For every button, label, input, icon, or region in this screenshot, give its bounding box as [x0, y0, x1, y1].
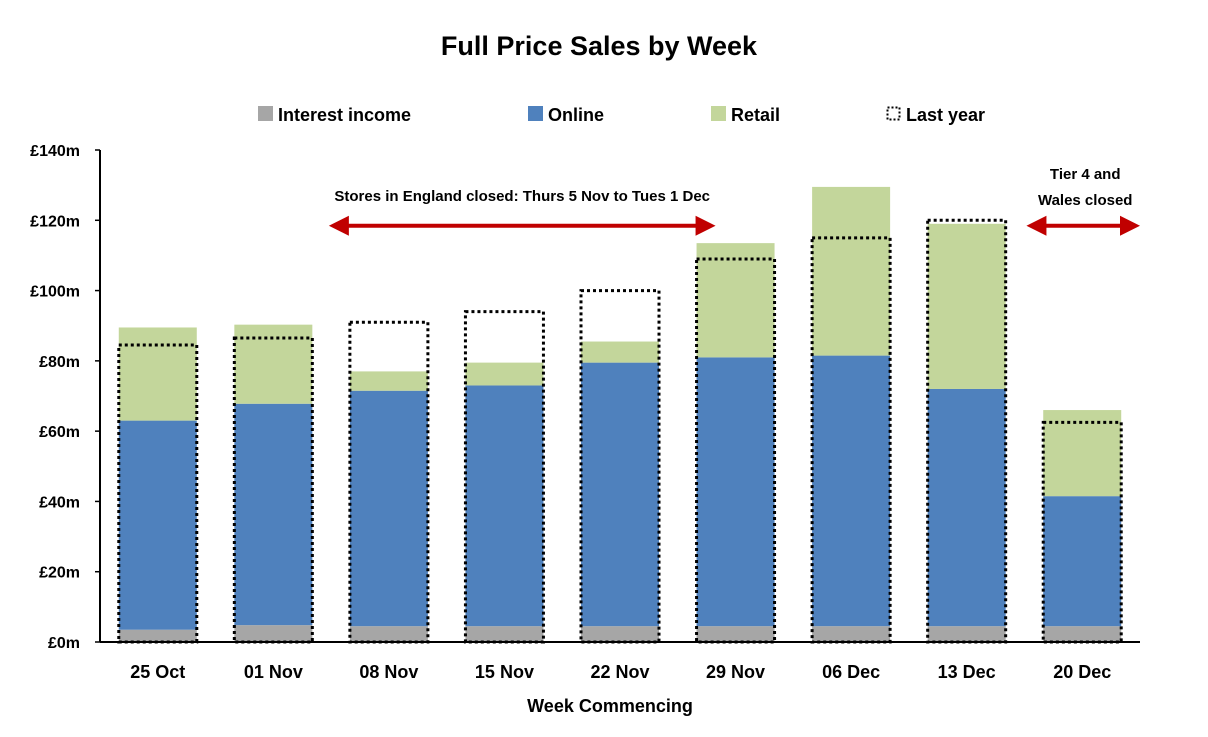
annotations: Stores in England closed: Thurs 5 Nov to… [328, 166, 1140, 236]
bar-retail [465, 362, 544, 386]
axes: £0m £20m £40m £60m £80m £100m £120m £140m 25 Oct… [30, 143, 1140, 682]
bar-interest-income [234, 625, 313, 642]
y-tick-label: £120m [30, 213, 80, 230]
annotation-arrow-head-left [1026, 215, 1047, 236]
bar-interest-income [118, 629, 197, 642]
x-tick-label: 20 Dec [1053, 662, 1111, 682]
last-year-outline [926, 218, 1008, 644]
last-year-outline [810, 236, 892, 644]
x-tick-label: 06 Dec [822, 662, 880, 682]
annotation-arrow-head-right [1120, 215, 1140, 236]
bar-interest-income [1043, 626, 1122, 642]
y-tick-label: £40m [39, 494, 80, 511]
bar-online [234, 403, 313, 626]
legend-label: Online [548, 105, 604, 125]
bar-online [1043, 496, 1122, 627]
y-tick-label: £80m [39, 354, 80, 371]
x-tick-label: 29 Nov [706, 662, 765, 682]
y-tick-label: £60m [39, 424, 80, 441]
last-year-outline [348, 320, 430, 644]
legend-label: Last year [906, 105, 985, 125]
bar-retail [118, 327, 197, 421]
bar-interest-income [927, 626, 1006, 642]
annotation-text-line: Tier 4 and [1050, 166, 1121, 183]
bar-online [349, 390, 428, 627]
bar-online [696, 357, 775, 627]
bar-interest-income [349, 626, 428, 642]
x-tick-label: 15 Nov [475, 662, 534, 682]
bar-online [465, 385, 544, 627]
bar-interest-income [581, 626, 659, 642]
legend-label: Retail [731, 105, 780, 125]
y-tick-label: £20m [39, 565, 80, 582]
annotation-arrow-head-left [328, 215, 349, 236]
annotation-arrow-head-right [695, 215, 716, 236]
bar-retail [581, 341, 659, 363]
bar-retail [1043, 410, 1122, 497]
x-axis-label: Week Commencing [527, 696, 693, 716]
x-tick-label: 13 Dec [938, 662, 996, 682]
y-tick-label: £0m [48, 635, 80, 652]
bar-retail [927, 223, 1006, 389]
bar-online [812, 355, 891, 627]
bars [117, 186, 1123, 644]
last-year-outline [463, 310, 545, 644]
legend-swatch-online [528, 106, 543, 121]
legend-swatch-retail [711, 106, 726, 121]
x-tick-label: 01 Nov [244, 662, 303, 682]
bar-interest-income [812, 626, 891, 642]
bar-interest-income [465, 626, 544, 642]
legend-swatch-last-year [886, 106, 901, 121]
annotation-text-line: Wales closed [1038, 192, 1132, 209]
legend: Interest income Online Retail Last year [258, 105, 985, 125]
bar-retail [696, 243, 775, 358]
legend-swatch-interest-income [258, 106, 273, 121]
x-tick-label: 08 Nov [359, 662, 418, 682]
x-tick-label: 22 Nov [590, 662, 649, 682]
y-tick-label: £140m [30, 143, 80, 160]
bar-interest-income [696, 626, 775, 642]
bar-retail [349, 371, 428, 391]
y-tick-label: £100m [30, 284, 80, 301]
x-tick-label: 25 Oct [130, 662, 185, 682]
chart-title: Full Price Sales by Week [441, 31, 758, 61]
bar-retail [812, 186, 891, 356]
bar-online [927, 388, 1006, 627]
last-year-outline [117, 343, 199, 644]
legend-label: Interest income [278, 105, 411, 125]
bar-online [581, 362, 659, 627]
annotation-text: Stores in England closed: Thurs 5 Nov to… [334, 188, 710, 205]
bar-online [118, 420, 197, 630]
